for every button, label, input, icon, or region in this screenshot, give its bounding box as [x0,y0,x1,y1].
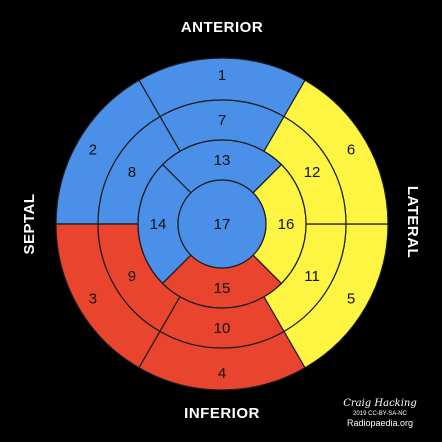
segment-label-8: 8 [128,164,136,181]
segment-label-1: 1 [218,67,226,84]
anterior-label: ANTERIOR [181,19,263,36]
segment-label-3: 3 [89,291,97,308]
segment-label-14: 14 [150,216,167,233]
segment-label-9: 9 [128,268,136,285]
segment-label-2: 2 [89,142,97,159]
segment-label-5: 5 [347,291,355,308]
segment-17 [177,179,267,269]
segment-label-6: 6 [347,142,355,159]
segment-label-12: 12 [304,164,321,181]
segment-label-16: 16 [278,216,295,233]
segment-label-13: 13 [214,152,231,169]
credit-block: Craig Hacking 2019 CC-BY-SA-NC Radiopaed… [343,398,417,428]
lateral-label: LATERAL [404,186,421,258]
septal-label: SEPTAL [21,193,38,254]
inferior-label: INFERIOR [184,405,260,422]
segment-label-10: 10 [214,320,231,337]
segment-label-7: 7 [218,112,226,129]
segment-label-4: 4 [218,365,226,382]
segment-label-11: 11 [304,268,320,285]
credit-author: Craig Hacking [343,398,417,409]
segment-label-15: 15 [214,280,231,297]
segment-label-17: 17 [214,216,231,233]
credit-site: Radiopaedia.org [347,418,413,428]
segment-layer [55,57,389,391]
credit-license: 2019 CC-BY-SA-NC [353,411,407,417]
